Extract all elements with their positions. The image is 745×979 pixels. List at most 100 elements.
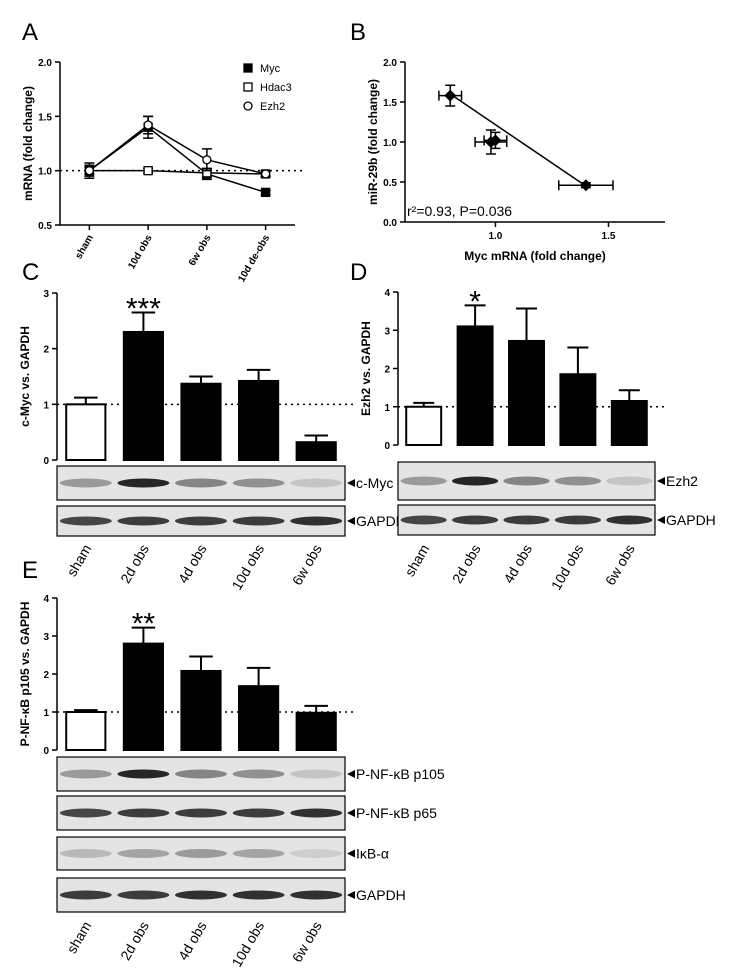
bar [122,642,164,751]
y-axis-label: miR-29b (fold change) [366,79,380,205]
blot-label: c-Myc [356,475,393,491]
marker [260,187,271,198]
bar [456,325,494,446]
point [489,134,502,147]
legend-label: Ezh2 [260,101,285,113]
blot-band [232,890,285,900]
series-line [88,126,266,194]
y-tick-label: 3 [384,326,390,337]
y-tick-label: 2.0 [38,58,52,69]
blot [56,465,346,501]
bar [65,403,107,462]
point [444,89,457,102]
y-tick-label: 2 [384,365,390,376]
blot-band [59,890,112,900]
x-tick-label: 6w obs [187,233,214,268]
y-axis-label: c-Myc vs. GAPDH [18,326,32,427]
panel-letter: A [22,19,38,46]
bar [559,373,597,446]
blot-band [232,478,285,488]
blot-label: GAPDH [356,513,406,529]
error-bar [246,666,271,687]
bar [238,685,280,751]
blot-band [59,808,112,818]
blot-label: P-NF-κB p105 [356,766,445,782]
x-tick-label: 1.5 [602,231,616,242]
blot-band [117,769,170,779]
blot-label: GAPDH [666,512,716,528]
blot-band [503,476,550,486]
annotation: r²=0.93, P=0.036 [407,203,512,219]
bar [180,382,222,461]
bar [122,330,164,462]
error-bar [131,626,156,644]
blot-band [400,515,447,525]
x-tick-label: 2d obs [117,919,152,963]
blot-band [606,515,653,525]
blot-band [606,476,653,486]
blot-band [59,478,112,488]
blot-label: Ezh2 [666,473,698,489]
blot-band [117,849,170,858]
marker [84,166,95,176]
blot-band [503,515,550,525]
x-axis-label: Myc mRNA (fold change) [464,249,606,263]
blot-band [232,808,285,818]
legend-marker [243,82,253,92]
point [579,179,592,192]
blot-band [290,849,343,858]
blot-band [290,808,343,818]
x-tick-label: 4d obs [175,919,210,963]
bar [610,400,648,447]
y-tick-label: 0.5 [38,221,52,232]
marker [143,120,153,130]
x-tick-label: sham [73,233,96,261]
panel-letter: D [350,259,367,286]
error-bar [189,655,213,671]
y-tick-label: 0.5 [383,178,397,189]
x-tick-label: 2d obs [449,542,484,586]
y-axis-label: mRNA (fold change) [21,86,35,201]
x-tick-label: 10d obs [228,919,267,970]
blot-band [59,769,112,779]
blot-arrow [347,891,355,899]
y-axis-label: P-NF-κB p105 vs. GAPDH [18,602,32,747]
y-tick-label: 4 [384,288,390,299]
legend-marker [243,63,253,73]
blot-band [175,478,227,488]
bar [238,379,280,462]
x-tick-label: 6w obs [602,542,638,588]
marker [143,166,153,176]
panel-letter: C [22,259,39,286]
blot-band [59,516,112,526]
blot-band [232,516,285,526]
blot-band [232,849,285,858]
x-tick-label: 10d de-obs [236,233,272,285]
blot-label: P-NF-κB p65 [356,805,437,821]
error-bar [131,311,156,332]
blot-band [175,849,227,858]
error-bar [246,368,271,381]
blot-band [554,476,602,486]
error-bar [618,389,640,402]
blot-band [175,808,227,818]
blot-label: IκB-α [356,846,389,862]
blot-band [117,516,170,526]
blot-arrow [347,770,355,778]
blot-band [290,516,343,526]
blot-band [232,769,285,779]
x-tick-label: sham [63,919,94,957]
blot-band [117,890,170,900]
y-tick-label: 2 [43,345,49,356]
x-tick-label: 10d obs [126,233,155,272]
series-line [88,124,266,175]
y-tick-label: 1.5 [38,112,52,123]
marker [260,169,271,179]
y-axis-label: Ezh2 vs. GAPDH [359,321,373,416]
y-tick-label: 0.0 [383,218,397,229]
x-tick-label: sham [401,542,432,580]
error-bar [189,375,213,384]
x-tick-label: 6w obs [289,919,325,965]
blot-band [290,890,343,900]
